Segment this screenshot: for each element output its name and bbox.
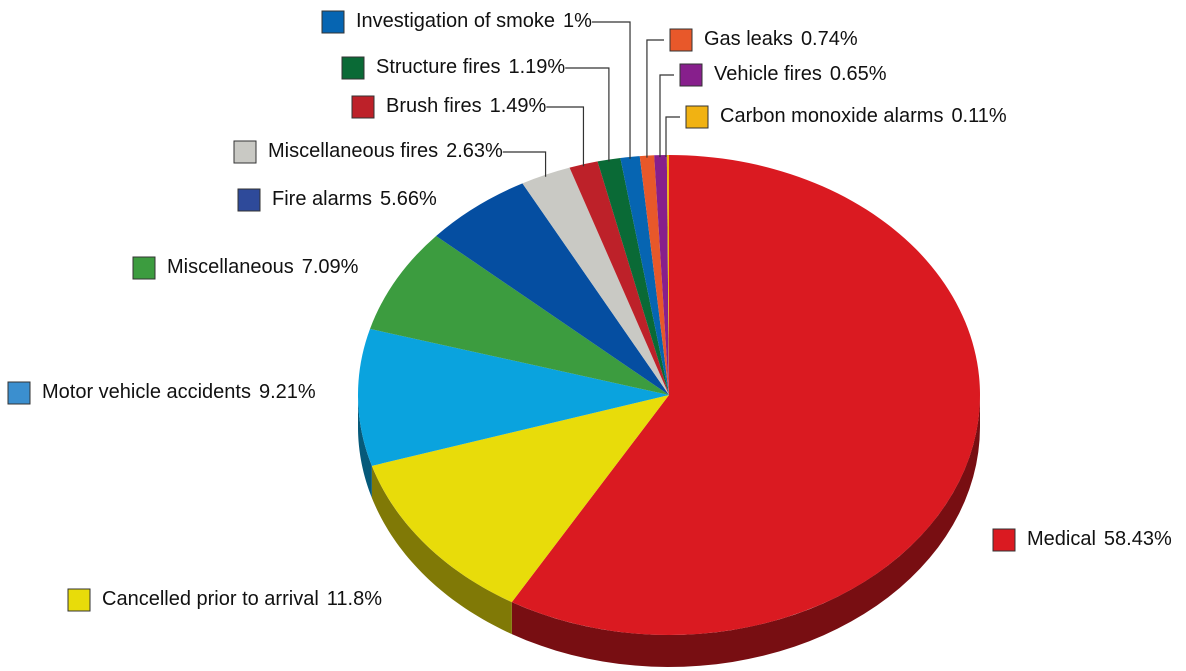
legend-swatch (679, 63, 703, 87)
slice-label: Medical 58.43% (1027, 528, 1172, 550)
pie-slice (371, 395, 669, 603)
slice-value: 1.19% (508, 56, 565, 78)
slice-label: Vehicle fires 0.65% (714, 63, 887, 85)
legend-swatch (685, 105, 709, 129)
legend-swatch (321, 10, 345, 34)
legend-swatch (233, 140, 257, 164)
pie-slice (569, 161, 669, 395)
pie-slice (620, 156, 669, 395)
slice-label: Carbon monoxide alarms 0.11% (720, 105, 1007, 127)
pie-slice (511, 155, 980, 635)
slice-value: 11.8% (327, 588, 382, 610)
legend-swatch (237, 188, 261, 212)
slice-category: Cancelled prior to arrival (102, 588, 319, 610)
pie-slice (370, 235, 669, 395)
slice-value: 0.65% (830, 63, 887, 85)
legend-swatch (351, 95, 375, 119)
slice-category: Brush fires (386, 95, 482, 117)
slice-label: Structure fires 1.19% (376, 56, 565, 78)
slice-label: Brush fires 1.49% (386, 95, 547, 117)
slice-category: Miscellaneous fires (268, 140, 438, 162)
slice-label: Investigation of smoke 1% (356, 10, 592, 32)
slice-category: Carbon monoxide alarms (720, 105, 943, 127)
pie-slice (436, 183, 669, 395)
pie-slice (597, 157, 669, 395)
pie-slice (522, 167, 669, 395)
slice-category: Gas leaks (704, 28, 793, 50)
slice-value: 0.74% (801, 28, 858, 50)
pie-side (358, 395, 372, 498)
slice-category: Medical (1027, 528, 1096, 550)
slice-value: 58.43% (1104, 528, 1172, 550)
leader-line (659, 74, 674, 158)
slice-category: Investigation of smoke (356, 10, 555, 32)
slice-category: Miscellaneous (167, 256, 294, 278)
slice-value: 0.11% (951, 105, 1006, 127)
leader-line (546, 106, 585, 167)
slice-value: 9.21% (259, 381, 316, 403)
slice-value: 7.09% (302, 256, 359, 278)
leader-line (591, 21, 631, 159)
slice-label: Cancelled prior to arrival 11.8% (102, 588, 382, 610)
pie-side (371, 465, 512, 635)
legend-swatch (669, 28, 693, 52)
slice-category: Vehicle fires (714, 63, 822, 85)
leader-line (502, 151, 547, 177)
slice-label: Gas leaks 0.74% (704, 28, 858, 50)
slice-value: 1.49% (490, 95, 547, 117)
pie-slice (357, 328, 669, 466)
leader-line (565, 67, 610, 162)
leader-line (646, 39, 664, 158)
slice-label: Motor vehicle accidents 9.21% (42, 381, 316, 403)
legend-swatch (67, 588, 91, 612)
legend-swatch (7, 381, 31, 405)
pie-slice (666, 155, 669, 395)
legend-swatch (341, 56, 365, 80)
slice-label: Miscellaneous 7.09% (167, 256, 359, 278)
slice-category: Structure fires (376, 56, 500, 78)
pie-slice (654, 155, 669, 395)
legend-swatch (992, 528, 1016, 552)
legend-swatch (132, 256, 156, 280)
slice-label: Fire alarms 5.66% (272, 188, 437, 210)
slice-label: Miscellaneous fires 2.63% (268, 140, 503, 162)
pie-side (511, 395, 980, 667)
slice-value: 2.63% (446, 140, 503, 162)
slice-category: Fire alarms (272, 188, 372, 210)
slice-category: Motor vehicle accidents (42, 381, 251, 403)
slice-value: 5.66% (380, 188, 437, 210)
leader-line (665, 116, 680, 158)
slice-value: 1% (563, 10, 592, 32)
pie-slice (639, 155, 669, 395)
